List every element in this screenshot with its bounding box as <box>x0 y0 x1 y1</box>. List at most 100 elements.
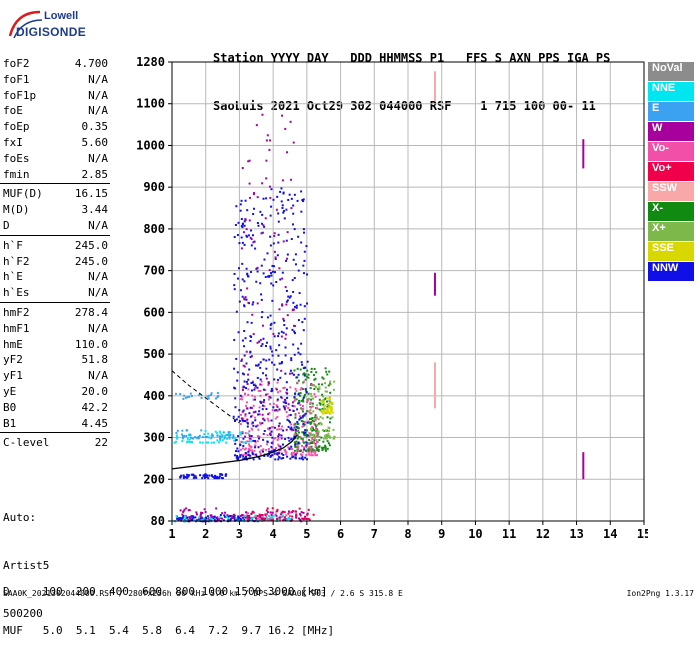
data-point <box>258 410 261 413</box>
data-point <box>277 212 280 215</box>
data-point <box>245 234 248 237</box>
data-point <box>257 456 260 459</box>
data-point <box>259 394 262 397</box>
data-point <box>270 445 273 448</box>
data-point <box>179 393 182 396</box>
data-point <box>232 434 235 437</box>
data-point <box>306 410 309 413</box>
data-point <box>265 509 268 512</box>
data-point <box>276 398 279 401</box>
data-point <box>326 447 329 450</box>
data-point <box>290 357 293 360</box>
data-point <box>284 127 287 130</box>
data-point <box>277 354 280 357</box>
data-point <box>189 433 192 436</box>
data-point <box>231 516 234 519</box>
data-point <box>219 432 222 435</box>
data-point <box>259 378 262 381</box>
data-point <box>259 423 262 426</box>
param-row: M(D) 3.44 <box>0 202 112 218</box>
data-point <box>272 198 275 201</box>
data-point <box>265 139 268 142</box>
data-point <box>204 516 207 519</box>
data-point <box>234 223 237 226</box>
data-point <box>286 299 289 302</box>
data-point <box>248 196 251 199</box>
data-point <box>302 420 305 423</box>
data-point <box>329 397 332 400</box>
data-point <box>329 407 332 410</box>
data-point <box>261 422 264 425</box>
data-point <box>294 414 297 417</box>
chart-grid <box>171 61 645 522</box>
param-name: hmF1 <box>3 321 30 335</box>
data-point <box>318 398 321 401</box>
data-point <box>271 454 274 457</box>
data-point <box>285 327 288 330</box>
data-point <box>282 240 285 243</box>
data-point <box>294 416 297 419</box>
data-point <box>265 177 268 180</box>
data-point <box>330 406 333 409</box>
data-point <box>236 454 239 457</box>
data-point <box>314 454 317 457</box>
data-point <box>235 456 238 459</box>
data-point <box>310 370 313 373</box>
data-point <box>310 445 313 448</box>
param-name: fxI <box>3 135 23 149</box>
data-point <box>273 271 276 274</box>
data-point <box>328 396 331 399</box>
y-tick-label: 400 <box>143 389 165 403</box>
data-point <box>295 306 298 309</box>
data-point <box>248 412 251 415</box>
data-point <box>240 431 243 434</box>
data-point <box>285 391 288 394</box>
data-point <box>179 476 182 479</box>
data-point <box>182 397 185 400</box>
data-point <box>293 435 296 438</box>
data-point <box>317 383 320 386</box>
data-point <box>270 282 273 285</box>
data-point <box>290 197 293 200</box>
data-point <box>257 363 260 366</box>
data-point <box>266 440 269 443</box>
data-point <box>243 280 246 283</box>
data-point <box>313 435 316 438</box>
data-point <box>270 274 273 277</box>
data-point <box>187 518 190 521</box>
data-point <box>248 430 251 433</box>
data-point <box>241 262 244 265</box>
data-point <box>267 413 270 416</box>
data-point <box>269 345 272 348</box>
data-point <box>257 437 260 440</box>
header-line2: SaoLuis 2021 Oct29 302 044000 RSF 1 715 … <box>213 99 596 113</box>
data-point <box>240 453 243 456</box>
data-point <box>306 429 309 432</box>
data-point <box>303 374 306 377</box>
data-point <box>287 510 290 513</box>
data-point <box>183 508 186 511</box>
param-row: foF1p N/A <box>0 88 112 104</box>
data-point <box>221 439 224 442</box>
data-point <box>269 314 272 317</box>
param-value: 22 <box>94 436 108 450</box>
data-point <box>308 518 311 521</box>
data-point <box>329 412 332 415</box>
data-point <box>224 436 227 439</box>
data-point <box>305 245 308 248</box>
data-point <box>325 429 328 432</box>
data-point <box>281 425 284 428</box>
data-point <box>291 404 294 407</box>
data-point <box>240 247 243 250</box>
data-point <box>240 417 243 420</box>
data-point <box>302 424 305 427</box>
data-point <box>185 429 188 432</box>
data-point <box>313 367 316 370</box>
data-point <box>302 441 305 444</box>
data-point <box>271 515 274 518</box>
data-point <box>255 453 258 456</box>
data-point <box>254 247 257 250</box>
param-name: yF1 <box>3 369 23 383</box>
data-point <box>300 454 303 457</box>
data-point <box>280 187 283 190</box>
